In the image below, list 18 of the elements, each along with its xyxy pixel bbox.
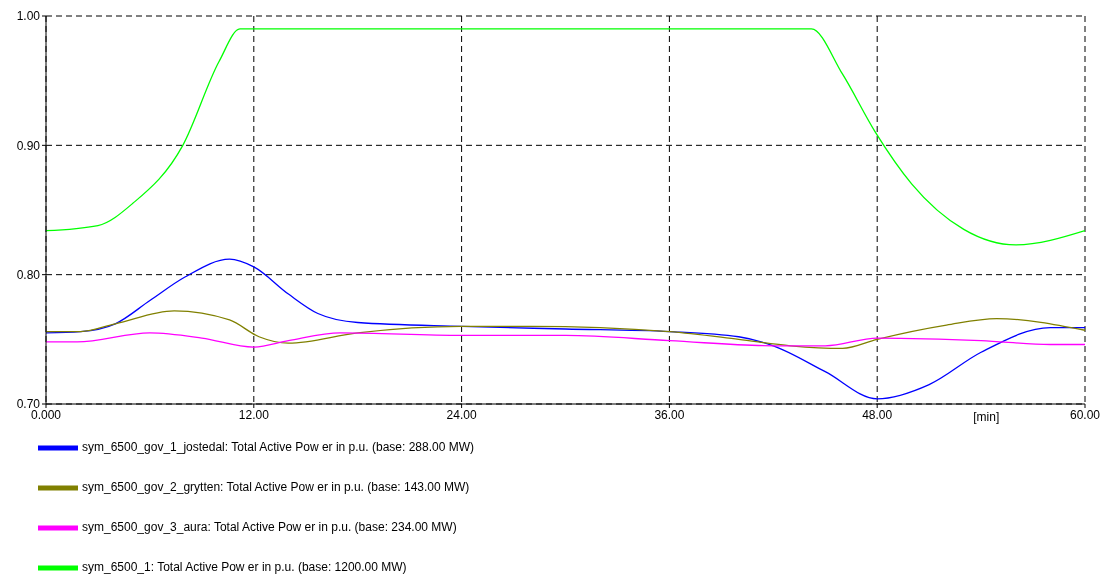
- legend-label: sym_6500_gov_1_jostedal: Total Active Pow er in p.u. (base: 288.00 MW): [82, 440, 474, 455]
- y-tick-label: 1.00: [16, 9, 41, 24]
- legend-label: sym_6500_1: Total Active Pow er in p.u. (base: 1200.00 MW): [82, 560, 407, 575]
- x-tick-label: 36.00: [654, 407, 685, 422]
- line-series: [46, 310, 1085, 350]
- y-tick-label: 0.80: [16, 267, 41, 282]
- line-series: [46, 332, 1085, 348]
- legend-label: sym_6500_gov_2_grytten: Total Active Pow er in p.u. (base: 143.00 MW): [82, 480, 470, 495]
- legend-label: sym_6500_gov_3_aura: Total Active Pow er in p.u. (base: 234.00 MW): [82, 520, 457, 535]
- line-series: [46, 28, 1085, 246]
- x-tick-label: 24.00: [446, 407, 477, 422]
- x-tick-label: 12.00: [238, 407, 270, 422]
- y-tick-label: 0.90: [16, 138, 41, 153]
- x-tick-label: 48.00: [862, 407, 893, 422]
- x-tick-label: 0.000: [30, 407, 62, 422]
- x-axis-title: [min]: [973, 410, 1000, 424]
- x-tick-label: 60.00: [1069, 407, 1101, 422]
- line-series: [46, 258, 1085, 400]
